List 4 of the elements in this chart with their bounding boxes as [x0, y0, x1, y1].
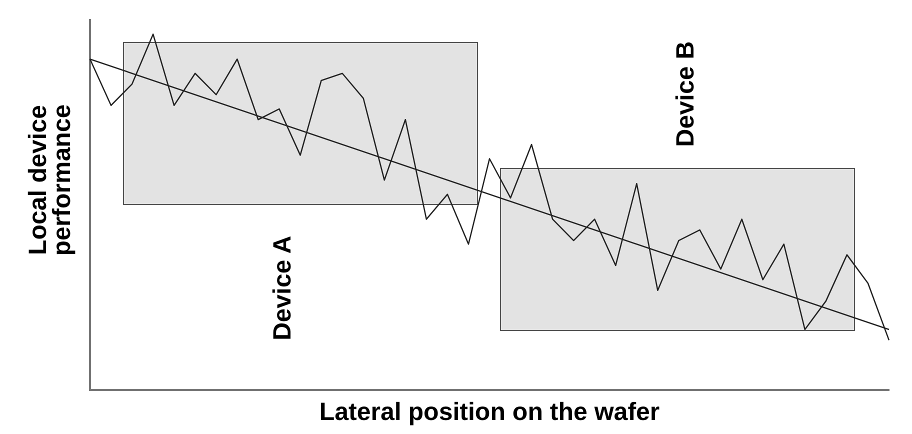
annotation: Device B — [672, 41, 700, 147]
y-axis-title: Local device performance — [24, 103, 76, 258]
x-axis-title: Lateral position on the wafer — [319, 398, 660, 426]
annotation: Device A — [268, 236, 298, 340]
